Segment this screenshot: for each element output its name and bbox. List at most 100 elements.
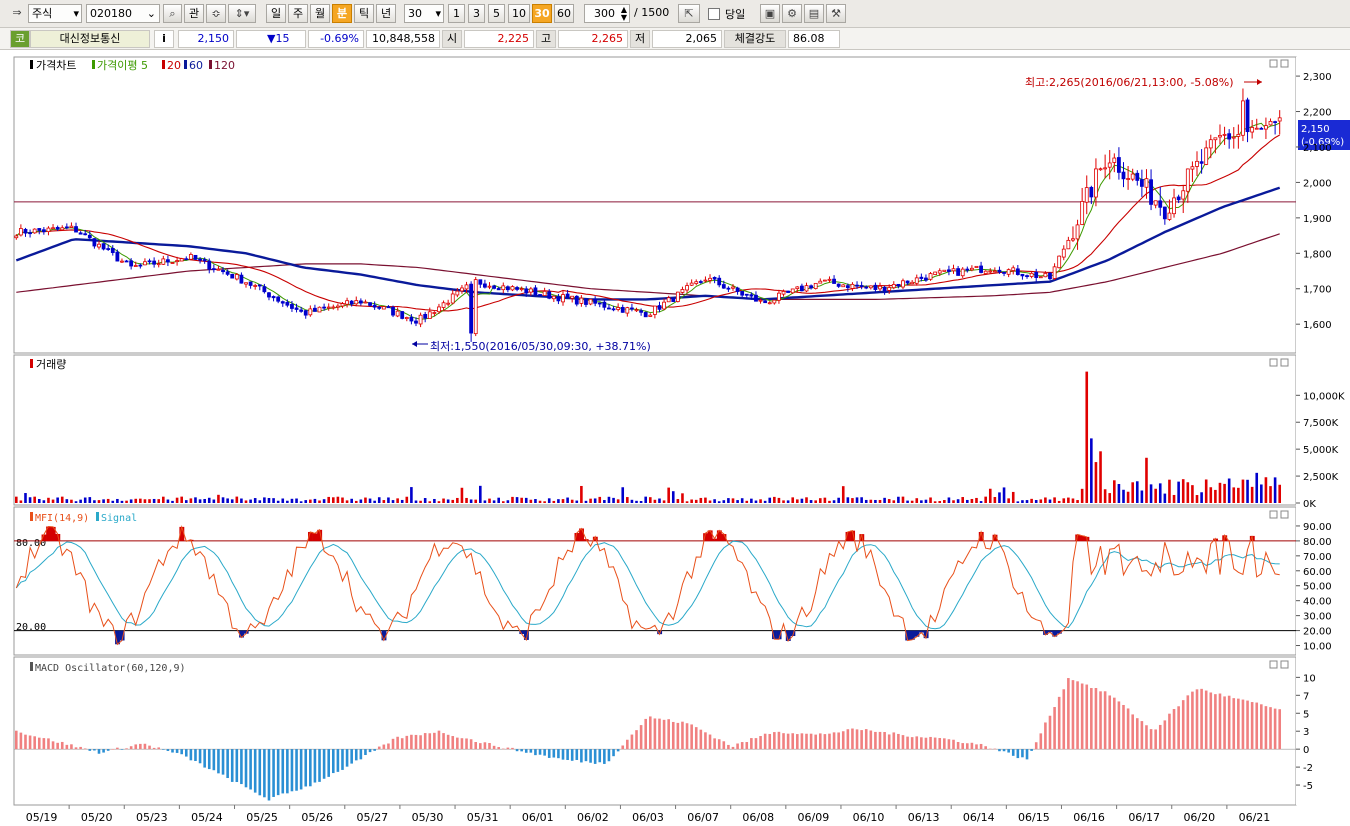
volume-bar xyxy=(387,497,390,503)
macd-bar xyxy=(359,749,363,760)
macd-bar xyxy=(405,735,409,750)
candle-body xyxy=(322,306,327,309)
candle-body xyxy=(1222,133,1227,136)
candle-body xyxy=(1006,269,1011,275)
candle-body xyxy=(845,285,850,289)
volume-bar xyxy=(777,497,781,503)
macd-bar xyxy=(451,736,455,750)
candle-body xyxy=(1130,173,1135,180)
macd-bar xyxy=(988,748,992,750)
candle-body xyxy=(23,228,28,234)
updown-icon[interactable]: ⇕▾ xyxy=(228,4,256,23)
period-tab-month[interactable]: 월 xyxy=(310,4,330,23)
volume-bar xyxy=(717,501,721,503)
interval-10-button[interactable]: 10 xyxy=(508,4,530,23)
x-tick-label: 05/26 xyxy=(301,811,333,824)
x-tick-label: 05/31 xyxy=(467,811,499,824)
chevron-down-icon: ▾ xyxy=(435,7,441,20)
candle-body xyxy=(685,285,689,291)
spinner-icon[interactable]: ▲ ▼ xyxy=(620,5,627,22)
volume-bar xyxy=(626,497,629,503)
volume-bar xyxy=(630,499,634,503)
candle-body xyxy=(933,271,938,275)
interval-1-button[interactable]: 1 xyxy=(448,4,465,23)
volume-bar xyxy=(474,499,478,503)
panel-max-button[interactable] xyxy=(1269,660,1278,669)
macd-bar xyxy=(497,747,500,750)
candle-body xyxy=(331,306,336,309)
scroll-icon[interactable]: ⇱ xyxy=(678,4,700,23)
volume-bar xyxy=(511,496,514,503)
panel-close-button[interactable] xyxy=(1280,660,1289,669)
search-icon[interactable]: ⌕ xyxy=(163,4,182,23)
candle-body xyxy=(703,279,708,282)
market-select[interactable]: 주식 ▾ xyxy=(28,4,82,23)
panel-max-button[interactable] xyxy=(1269,59,1278,68)
macd-bar xyxy=(506,747,510,750)
interval-3-button[interactable]: 3 xyxy=(468,4,485,23)
macd-bar xyxy=(198,749,202,764)
legend-marker-signal xyxy=(96,512,99,521)
mfi-panel[interactable] xyxy=(13,506,1297,656)
candle-body xyxy=(524,288,529,294)
period-tab-day[interactable]: 일 xyxy=(266,4,286,23)
candle-body xyxy=(124,260,129,263)
panel-close-button[interactable] xyxy=(1280,510,1289,519)
panel-max-button[interactable] xyxy=(1269,510,1278,519)
macd-bar xyxy=(203,749,206,768)
volume-panel[interactable] xyxy=(13,354,1297,506)
save-icon[interactable]: ▤ xyxy=(804,4,824,23)
window-icon[interactable]: ▣ xyxy=(760,4,780,23)
panel-max-button[interactable] xyxy=(1269,358,1278,367)
candle-body xyxy=(712,276,717,280)
candle-body xyxy=(574,295,579,305)
candle-body xyxy=(381,306,386,310)
candle-body xyxy=(992,270,997,273)
interval-select[interactable]: 30 ▾ xyxy=(404,4,444,23)
count-input[interactable]: 300 ▲ ▼ xyxy=(584,4,630,23)
gwan-button[interactable]: 관 xyxy=(184,4,204,23)
macd-bar xyxy=(1025,749,1029,760)
tools-icon[interactable]: ⚒ xyxy=(826,4,846,23)
period-tab-year[interactable]: 년 xyxy=(376,4,396,23)
info-button[interactable]: i xyxy=(154,30,174,48)
today-checkbox[interactable] xyxy=(708,8,720,20)
volume-bar xyxy=(570,499,574,503)
mfi-overbought-fill xyxy=(978,531,984,541)
period-tab-minute[interactable]: 분 xyxy=(332,4,352,23)
chart-area[interactable]: 가격차트 가격이평 5 20 60 120 거래량 MFI(14,9) Sign… xyxy=(0,51,1350,826)
candle-body xyxy=(395,310,400,317)
gear-icon[interactable]: ⚙ xyxy=(782,4,802,23)
macd-bar xyxy=(543,749,546,756)
macd-bar xyxy=(226,749,229,779)
candle-body xyxy=(60,227,65,231)
macd-bar xyxy=(263,749,266,798)
panel-close-button[interactable] xyxy=(1280,358,1289,367)
interval-5-button[interactable]: 5 xyxy=(488,4,505,23)
chart-svg[interactable]: 가격차트 가격이평 5 20 60 120 거래량 MFI(14,9) Sign… xyxy=(0,51,1350,826)
x-tick-label: 06/02 xyxy=(577,811,609,824)
interval-30-button[interactable]: 30 xyxy=(532,4,552,23)
market-badge: 코 xyxy=(10,30,30,48)
volume-bar xyxy=(198,499,202,503)
interval-60-button[interactable]: 60 xyxy=(554,4,574,23)
mfi-overbought-fill xyxy=(179,526,185,541)
macd-bar xyxy=(1177,706,1180,750)
volume-bar xyxy=(97,500,101,503)
period-tab-tick[interactable]: 틱 xyxy=(354,4,374,23)
candle-body xyxy=(400,311,405,319)
macd-bar xyxy=(501,748,505,750)
mfi-oversold-fill xyxy=(523,630,529,640)
macd-bar xyxy=(345,749,349,767)
volume-bar xyxy=(286,500,289,503)
candle-body xyxy=(308,308,313,316)
candle-body xyxy=(919,276,924,279)
volume-bar xyxy=(1053,497,1056,503)
link-icon[interactable]: ⇒ xyxy=(12,6,22,19)
period-tab-week[interactable]: 주 xyxy=(288,4,308,23)
code-input[interactable]: 020180 ⌄ xyxy=(86,4,160,23)
candle-body xyxy=(662,301,666,310)
stack-icon[interactable]: ≎ xyxy=(206,4,226,23)
candle-body xyxy=(786,290,791,293)
panel-close-button[interactable] xyxy=(1280,59,1289,68)
